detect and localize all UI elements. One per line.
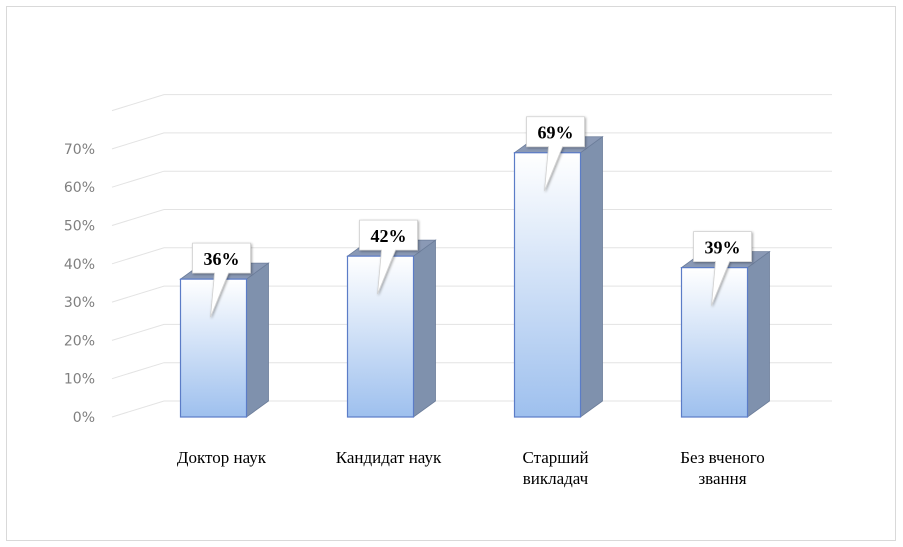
bar-side: [246, 262, 269, 418]
bars: [179, 135, 771, 418]
bar-side: [747, 250, 770, 418]
gridline: [111, 94, 832, 112]
data-label: 39%: [705, 238, 741, 258]
y-axis-ticks: 0% 10% 20% 30% 40% 50% 60% 70%: [64, 142, 95, 426]
category-label: Доктор наук: [177, 448, 267, 467]
data-label: 69%: [538, 123, 574, 143]
gridline: [111, 323, 832, 341]
data-label: 36%: [204, 249, 240, 269]
bar: [680, 250, 771, 418]
y-tick-label: 0%: [73, 410, 95, 426]
bar: [346, 239, 437, 418]
category-label: Старший викладач: [522, 448, 588, 488]
data-label-callout: [359, 219, 418, 295]
gridline: [111, 132, 832, 150]
data-label: 42%: [371, 226, 407, 246]
y-tick-label: 50%: [64, 219, 95, 235]
data-label-callout: [693, 231, 752, 306]
y-tick-label: 30%: [64, 295, 95, 311]
bar-front: [513, 152, 582, 418]
gridline: [111, 170, 832, 188]
y-tick-label: 10%: [64, 372, 95, 388]
gridlines: [111, 94, 832, 418]
y-tick-label: 20%: [64, 333, 95, 349]
bar-front: [346, 255, 415, 418]
gridline: [111, 285, 832, 303]
category-labels: Доктор наук Кандидат наук Старший викладач Б…: [177, 448, 765, 488]
y-tick-label: 40%: [64, 257, 95, 273]
gridline: [111, 362, 832, 380]
y-tick-label: 60%: [64, 180, 95, 196]
data-label-callout: [192, 242, 251, 318]
gridline: [111, 247, 832, 265]
chart-frame: 0% 10% 20% 30% 40% 50% 60% 70% 36% 42% 69% 39% Док…: [6, 6, 896, 541]
gridline: [111, 209, 832, 226]
data-label-callout: [526, 116, 585, 191]
category-label: Без вченого звання: [680, 448, 765, 488]
bar: [513, 135, 604, 418]
bar-side: [580, 135, 603, 418]
data-labels: 36% 42% 69% 39%: [192, 116, 752, 318]
gridline: [111, 400, 832, 418]
bar-side: [413, 239, 436, 418]
bar-chart: 0% 10% 20% 30% 40% 50% 60% 70% 36% 42% 69% 39% Док…: [64, 94, 832, 488]
category-label: Кандидат наук: [336, 448, 442, 467]
y-tick-label: 70%: [64, 142, 95, 158]
bar: [179, 262, 270, 418]
